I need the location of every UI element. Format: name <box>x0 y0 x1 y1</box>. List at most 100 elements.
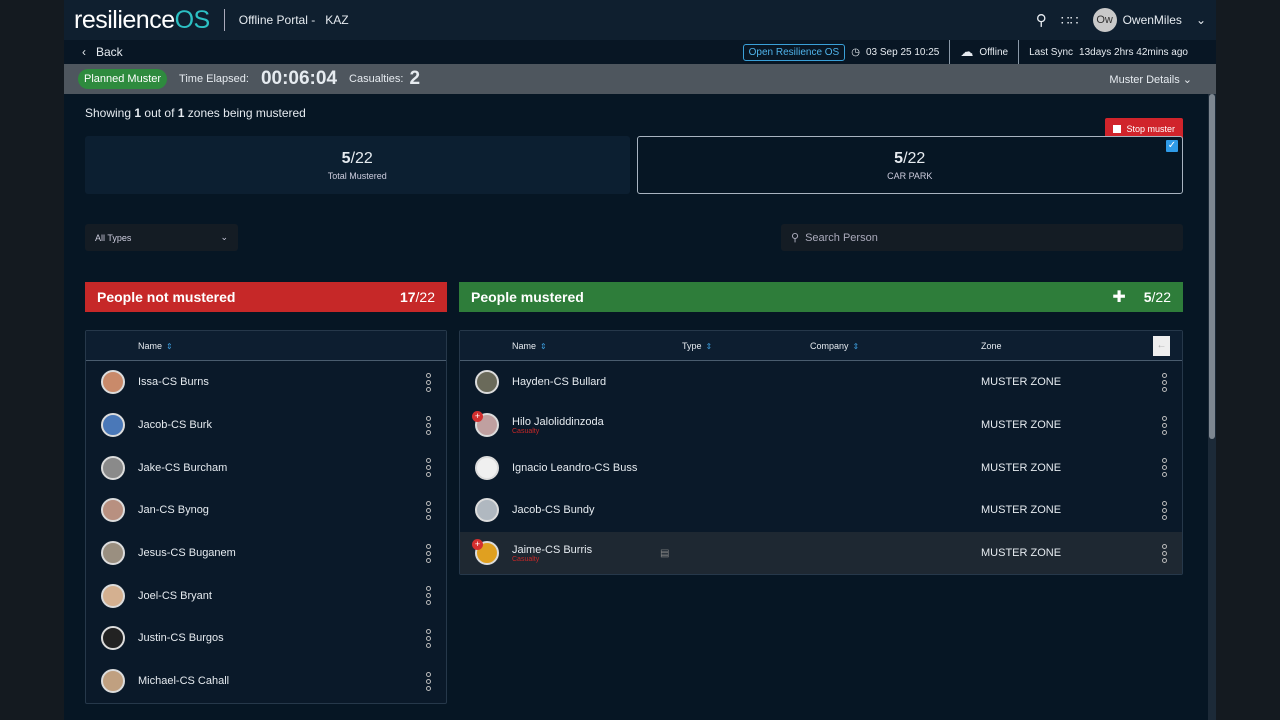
apps-grid-icon[interactable]: ∷∷ <box>1060 11 1079 28</box>
zone-cell: MUSTER ZONE <box>981 461 1062 474</box>
more-options-icon[interactable] <box>426 458 432 478</box>
type-filter-select[interactable]: All Types ⌄ <box>85 224 238 251</box>
more-options-icon[interactable] <box>426 372 432 392</box>
elapsed-label: Time Elapsed: <box>179 73 249 85</box>
clock-icon: ◷ <box>851 46 860 58</box>
avatar <box>475 413 499 438</box>
site-name: KAZ <box>325 13 349 27</box>
stop-icon <box>1113 125 1122 133</box>
column-header-name[interactable]: Name ⇕ <box>138 340 173 351</box>
person-name: Jacob-CS Bundy <box>512 504 595 517</box>
stop-muster-button[interactable]: Stop muster <box>1105 118 1183 140</box>
avatar <box>475 455 499 480</box>
table-row[interactable]: Hayden-CS Bullard MUSTER ZONE <box>460 361 1182 404</box>
mustered-table: Name ⇕ Type ⇕ Company ⇕ Zone ← Hayden-CS Bu… <box>459 330 1183 576</box>
avatar <box>101 583 125 608</box>
person-name: Issa-CS Burns <box>138 376 209 389</box>
search-icon: ⚲ <box>791 232 800 244</box>
more-options-icon[interactable] <box>426 543 432 563</box>
open-resilience-os-button[interactable]: Open Resilience OS <box>742 43 846 61</box>
table-row[interactable]: Ignacio Leandro-CS Buss MUSTER ZONE <box>460 446 1182 489</box>
search-person-input[interactable]: ⚲ Search Person <box>781 224 1183 251</box>
column-header-company[interactable]: Company ⇕ <box>810 340 860 351</box>
more-options-icon[interactable] <box>1162 458 1168 478</box>
checkbox-checked-icon[interactable]: ✓ <box>1166 140 1178 152</box>
more-options-icon[interactable] <box>426 415 432 435</box>
muster-status-bar: Planned Muster Time Elapsed: 00:06:04 Ca… <box>64 64 1216 94</box>
list-item[interactable]: Joel-CS Bryant <box>86 574 446 617</box>
user-name: OwenMiles <box>1122 13 1182 27</box>
casualty-plus-icon: + <box>472 538 483 550</box>
list-item[interactable]: Issa-CS Burns <box>86 361 446 404</box>
cloud-offline-icon: ☁ <box>960 44 974 59</box>
scrollbar[interactable] <box>1208 94 1216 720</box>
more-options-icon[interactable] <box>426 628 432 648</box>
table-row[interactable]: Jacob-CS Bundy MUSTER ZONE <box>460 489 1182 532</box>
add-person-icon[interactable]: ✚ <box>1112 289 1126 306</box>
column-header-type[interactable]: Type ⇕ <box>682 340 713 351</box>
portal-name: Offline Portal - <box>238 13 316 27</box>
avatar <box>101 541 125 566</box>
more-options-icon[interactable] <box>426 586 432 606</box>
column-toggle-button[interactable]: ← <box>1153 335 1170 356</box>
more-options-icon[interactable] <box>1162 543 1168 563</box>
person-name: Ignacio Leandro-CS Buss <box>512 461 638 474</box>
person-name: Jacob-CS Burk <box>138 419 212 432</box>
sort-icon: ⇕ <box>166 341 173 351</box>
list-item[interactable]: Justin-CS Burgos <box>86 617 446 660</box>
avatar <box>475 370 499 395</box>
person-name: Jesus-CS Buganem <box>138 547 236 560</box>
more-options-icon[interactable] <box>1162 415 1168 435</box>
person-name: Jaime-CS Burris <box>512 543 593 556</box>
more-options-icon[interactable] <box>426 500 432 520</box>
person-name: Justin-CS Burgos <box>138 632 224 645</box>
list-item[interactable]: Jacob-CS Burk <box>86 404 446 447</box>
list-item[interactable]: Jan-CS Bynog <box>86 489 446 532</box>
muster-details-toggle[interactable]: Muster Details ⌄ <box>1109 73 1192 86</box>
person-name: Michael-CS Cahall <box>138 675 230 688</box>
chevron-down-icon: ⌄ <box>1195 13 1206 27</box>
datetime: 03 Sep 25 10:25 <box>865 46 940 58</box>
avatar <box>475 498 499 523</box>
zones-summary: Showing 1 out of 1 zones being mustered <box>85 106 306 120</box>
list-item[interactable]: Jesus-CS Buganem <box>86 532 446 575</box>
zone-card-car-park[interactable]: ✓ 5/22 CAR PARK <box>636 136 1183 194</box>
not-mustered-table: Name ⇕ Issa-CS Burns Jacob-CS Burk Jake-CS … <box>85 330 447 704</box>
zone-cell: MUSTER ZONE <box>981 419 1062 432</box>
more-options-icon[interactable] <box>1162 372 1168 392</box>
avatar <box>101 498 125 523</box>
person-name: Jan-CS Bynog <box>138 504 209 517</box>
user-menu[interactable]: Ow OwenMiles ⌄ <box>1092 8 1206 32</box>
avatar <box>101 669 125 694</box>
table-row[interactable]: + Jaime-CS Burris Casualty ▤ MUSTER ZONE <box>460 531 1182 575</box>
document-icon[interactable]: ▤ <box>660 547 670 559</box>
last-sync-label: Last Sync <box>1029 46 1074 58</box>
zone-cell: MUSTER ZONE <box>981 504 1062 517</box>
logo: resilienceOS <box>74 5 210 34</box>
more-options-icon[interactable] <box>1162 500 1168 520</box>
casualty-plus-icon: + <box>472 410 483 422</box>
list-item[interactable]: Jake-CS Burcham <box>86 446 446 489</box>
mustered-header: People mustered ✚ 5/22 <box>459 282 1183 312</box>
person-name: Hilo Jaloliddinzoda <box>512 415 604 428</box>
casualties-label: Casualties: <box>349 73 404 85</box>
search-icon[interactable]: ⚲ <box>1035 12 1047 29</box>
elapsed-time: 00:06:04 <box>260 68 338 89</box>
avatar <box>101 413 125 438</box>
back-button[interactable]: ‹ Back <box>82 45 123 59</box>
column-header-name[interactable]: Name ⇕ <box>512 340 547 351</box>
more-options-icon[interactable] <box>426 671 432 691</box>
sub-bar: ‹ Back Open Resilience OS ◷ 03 Sep 25 10:25… <box>64 40 1216 64</box>
last-sync-value: 13days 2hrs 42mins ago <box>1079 46 1188 58</box>
casualties-count: 2 <box>409 68 421 89</box>
total-mustered-card[interactable]: 5/22 Total Mustered <box>85 136 630 194</box>
table-row[interactable]: + Hilo Jaloliddinzoda Casualty MUSTER ZONE <box>460 404 1182 447</box>
not-mustered-header: People not mustered 17/22 <box>85 282 447 312</box>
connection-status: Offline <box>979 46 1009 58</box>
muster-window: resilienceOS Offline Portal - KAZ ⚲ ∷∷ O… <box>64 0 1216 720</box>
list-item[interactable]: Michael-CS Cahall <box>86 660 446 703</box>
zone-cell: MUSTER ZONE <box>981 376 1062 389</box>
muster-type-badge: Planned Muster <box>78 69 168 89</box>
avatar <box>101 626 125 651</box>
avatar <box>101 455 125 480</box>
